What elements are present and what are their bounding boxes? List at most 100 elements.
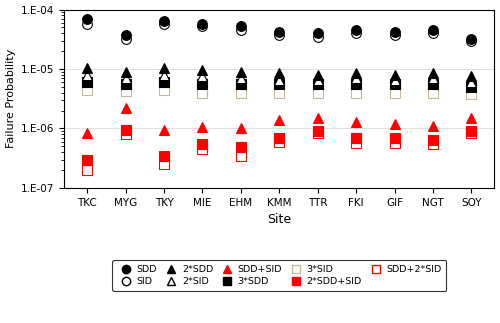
Y-axis label: Failure Probability: Failure Probability [6,49,16,148]
2*SDD [353,71,359,75]
SDD [392,30,398,34]
SDD+2*SID [314,131,320,135]
3*SID [353,91,359,95]
SDD+2*SID [392,141,398,144]
3*SID [84,88,90,92]
SDD+2*SID [353,141,359,144]
SDD [468,37,474,41]
3*SID [122,89,128,93]
SDD+2*SID [122,132,128,136]
3*SDD [314,82,320,86]
2*SID [276,78,282,82]
3*SDD [430,82,436,86]
2*SID [392,78,398,82]
3*SDD [353,82,359,86]
2*SDD [122,70,128,74]
Line: 3*SID: 3*SID [82,85,476,99]
SDD+SID [238,127,244,130]
2*SDD+SID [468,129,474,133]
Line: SDD+2*SID: SDD+2*SID [82,128,476,175]
3*SID [200,91,205,95]
3*SDD [200,82,205,86]
SDD [84,17,90,21]
3*SDD [468,85,474,89]
Line: 2*SID: 2*SID [82,70,476,87]
Line: 2*SDD: 2*SDD [82,63,476,81]
SDD [238,25,244,28]
2*SID [84,73,90,77]
SID [84,22,90,26]
3*SDD [392,82,398,86]
2*SID [122,76,128,80]
SDD+2*SID [200,147,205,151]
SDD [276,30,282,34]
Line: 2*SDD+SID: 2*SDD+SID [82,125,476,164]
SDD [430,28,436,32]
2*SDD [430,71,436,75]
3*SID [392,91,398,95]
3*SID [161,88,167,92]
2*SDD+SID [430,138,436,141]
3*SID [468,92,474,96]
SDD [314,31,320,35]
2*SID [161,73,167,77]
SDD+SID [161,128,167,132]
SDD+2*SID [238,154,244,158]
2*SDD [314,73,320,77]
SDD+SID [468,116,474,120]
2*SDD+SID [314,129,320,133]
SID [314,35,320,39]
3*SDD [161,80,167,84]
SDD+2*SID [84,168,90,172]
2*SDD [200,68,205,72]
SDD+2*SID [276,140,282,144]
2*SID [238,76,244,80]
SDD [161,19,167,23]
2*SDD [468,75,474,78]
SID [161,22,167,26]
SDD [122,33,128,36]
SDD+SID [84,131,90,135]
SID [353,31,359,35]
2*SID [353,76,359,80]
2*SID [314,78,320,82]
3*SDD [276,82,282,86]
2*SDD+SID [392,137,398,141]
SDD+SID [353,120,359,124]
3*SID [430,91,436,95]
2*SID [468,80,474,84]
Legend: SDD, SID, 2*SDD, 2*SID, SDD+SID, 3*SDD, 3*SID, 2*SDD+SID, SDD+2*SID: SDD, SID, 2*SDD, 2*SID, SDD+SID, 3*SDD, … [112,260,446,291]
2*SDD+SID [238,145,244,149]
SDD+SID [314,116,320,120]
2*SDD [84,66,90,70]
2*SDD [392,73,398,77]
2*SDD+SID [353,136,359,140]
Line: 3*SDD: 3*SDD [82,77,476,92]
SID [392,33,398,36]
SID [238,28,244,32]
SDD+SID [276,118,282,122]
SDD+SID [430,124,436,128]
2*SDD [276,71,282,75]
SDD [200,22,205,26]
3*SDD [238,82,244,86]
SDD+2*SID [161,162,167,166]
3*SID [276,91,282,95]
2*SID [200,75,205,78]
3*SID [238,91,244,95]
2*SDD+SID [122,128,128,132]
2*SDD [161,66,167,70]
SID [430,31,436,35]
SDD [353,28,359,32]
SID [276,33,282,36]
3*SID [314,91,320,95]
SID [468,39,474,43]
X-axis label: Site: Site [268,213,291,226]
SDD+SID [392,122,398,126]
SID [122,37,128,41]
SDD+2*SID [468,131,474,135]
2*SDD+SID [276,136,282,140]
2*SDD+SID [84,158,90,162]
SDD+2*SID [430,142,436,146]
Line: SDD+SID: SDD+SID [82,103,476,138]
